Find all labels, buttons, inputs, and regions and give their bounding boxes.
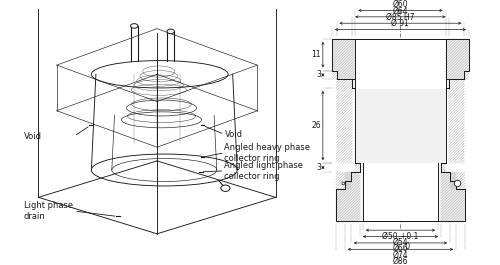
Text: Ø54: Ø54 <box>392 238 408 247</box>
Text: Ø60: Ø60 <box>392 0 408 9</box>
Text: Ø85 H7: Ø85 H7 <box>386 13 414 22</box>
Circle shape <box>454 180 461 187</box>
Text: Ø50 +0.1
      0: Ø50 +0.1 0 <box>382 232 418 251</box>
Polygon shape <box>363 163 438 221</box>
Circle shape <box>342 182 344 185</box>
Text: Angled heavy phase
collector ring: Angled heavy phase collector ring <box>224 143 310 163</box>
Ellipse shape <box>167 29 174 34</box>
Polygon shape <box>356 39 446 88</box>
Text: Ø64: Ø64 <box>392 6 408 15</box>
Text: Ø74: Ø74 <box>392 251 408 260</box>
Text: Ø 91: Ø 91 <box>392 19 409 28</box>
Text: Ø66: Ø66 <box>392 244 408 253</box>
Ellipse shape <box>221 185 230 191</box>
Text: 3: 3 <box>316 70 321 80</box>
Text: Ø86: Ø86 <box>392 257 408 265</box>
Text: Void: Void <box>224 130 242 139</box>
Ellipse shape <box>130 24 138 28</box>
Text: 3: 3 <box>316 163 321 172</box>
Text: 11: 11 <box>312 50 321 59</box>
Text: Void: Void <box>24 132 42 141</box>
Text: Light phase
drain: Light phase drain <box>24 201 73 221</box>
Text: 26: 26 <box>312 121 321 130</box>
Text: Angled light phase
collector ring: Angled light phase collector ring <box>224 161 304 181</box>
Polygon shape <box>332 39 469 221</box>
